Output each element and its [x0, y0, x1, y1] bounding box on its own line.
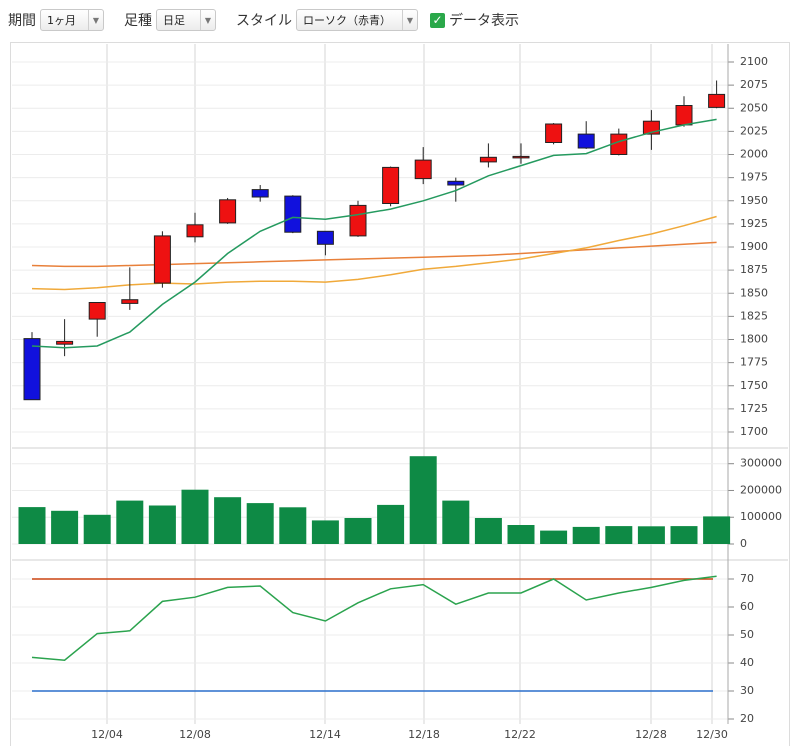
volume-bar — [181, 489, 209, 544]
volume-bar — [409, 456, 437, 544]
volume-bar — [51, 510, 79, 544]
x-axis-date-label: 12/28 — [635, 728, 667, 741]
period-label: 期間 — [8, 13, 36, 29]
volume-tick-label: 300000 — [740, 457, 782, 470]
moving-average-long-line — [31, 241, 717, 268]
bar-type-select-value: 日足 — [163, 14, 185, 27]
candle-body — [153, 235, 171, 284]
check-icon: ✓ — [430, 12, 445, 28]
candle-body — [251, 189, 269, 198]
candle-body — [545, 123, 563, 143]
price-tick-label: 1950 — [740, 194, 768, 207]
price-tick-label: 1775 — [740, 356, 768, 369]
volume-bar — [540, 530, 568, 544]
candle-body — [23, 338, 41, 401]
volume-bar — [148, 505, 176, 544]
rsi-tick-label: 50 — [740, 628, 754, 641]
bar-type-label: 足種 — [124, 13, 152, 29]
volume-bar — [377, 504, 405, 544]
candle-body — [708, 93, 726, 108]
style-select-value: ローソク（赤青） — [303, 14, 391, 27]
chevron-down-icon: ▼ — [200, 10, 215, 30]
volume-bar — [83, 514, 111, 544]
candle-body — [56, 340, 74, 345]
candle-body — [577, 133, 595, 149]
chevron-down-icon: ▼ — [88, 10, 103, 30]
style-select[interactable]: ローソク（赤青） ▼ — [296, 9, 418, 31]
candle-body — [219, 199, 237, 224]
candle-body — [512, 155, 530, 159]
volume-bar — [246, 503, 274, 544]
volume-bar — [572, 526, 600, 544]
chevron-down-icon: ▼ — [402, 10, 417, 30]
price-tick-label: 1975 — [740, 171, 768, 184]
price-tick-label: 1725 — [740, 402, 768, 415]
candle-body — [479, 156, 497, 163]
rsi-tick-label: 20 — [740, 712, 754, 725]
price-tick-label: 1850 — [740, 286, 768, 299]
candle-body — [88, 302, 106, 320]
x-axis-date-label: 12/18 — [408, 728, 440, 741]
period-select[interactable]: 1ヶ月 ▼ — [40, 9, 104, 31]
candle-body — [675, 105, 693, 126]
volume-bar — [507, 525, 535, 544]
price-tick-label: 1900 — [740, 240, 768, 253]
volume-tick-label: 200000 — [740, 483, 782, 496]
volume-bar — [703, 516, 731, 544]
rsi-tick-label: 70 — [740, 572, 754, 585]
price-tick-label: 1925 — [740, 217, 768, 230]
candle-body — [186, 224, 204, 238]
x-axis-date-label: 12/08 — [179, 728, 211, 741]
data-display-label: データ表示 — [449, 13, 519, 29]
toolbar: 期間 1ヶ月 ▼ 足種 日足 ▼ スタイル ローソク（赤青） ▼ ✓ データ表示 — [0, 0, 800, 40]
rsi-tick-label: 60 — [740, 600, 754, 613]
style-label: スタイル — [236, 13, 292, 29]
volume-tick-label: 0 — [740, 537, 747, 550]
price-tick-label: 2000 — [740, 148, 768, 161]
rsi-tick-label: 40 — [740, 656, 754, 669]
x-axis-date-label: 12/22 — [504, 728, 536, 741]
volume-bar — [214, 497, 242, 544]
price-tick-label: 2100 — [740, 55, 768, 68]
volume-bar — [637, 526, 665, 544]
moving-average-mid-line — [31, 215, 717, 291]
period-select-value: 1ヶ月 — [47, 14, 76, 27]
volume-bar — [442, 500, 470, 544]
price-tick-label: 1700 — [740, 425, 768, 438]
volume-bar — [670, 526, 698, 544]
price-tick-label: 1825 — [740, 309, 768, 322]
price-tick-label: 1800 — [740, 333, 768, 346]
volume-bar — [311, 520, 339, 544]
price-tick-label: 1750 — [740, 379, 768, 392]
volume-bar — [279, 507, 307, 544]
rsi-line — [31, 575, 717, 661]
candle-body — [382, 166, 400, 204]
volume-bar — [344, 518, 372, 544]
candle-body — [284, 195, 302, 233]
price-tick-label: 2050 — [740, 101, 768, 114]
price-tick-label: 1875 — [740, 263, 768, 276]
volume-bar — [474, 518, 502, 544]
x-axis-date-label: 12/14 — [309, 728, 341, 741]
candle-body — [447, 180, 465, 186]
bar-type-select[interactable]: 日足 ▼ — [156, 9, 216, 31]
volume-bar — [116, 500, 144, 544]
candle-body — [121, 299, 139, 304]
data-display-checkbox[interactable]: ✓ データ表示 — [430, 10, 519, 30]
volume-tick-label: 100000 — [740, 510, 782, 523]
x-axis-date-label: 12/30 — [696, 728, 728, 741]
moving-average-short-line — [31, 118, 717, 349]
candle-body — [414, 159, 432, 180]
chart-frame — [10, 42, 790, 746]
x-axis-date-label: 12/04 — [91, 728, 123, 741]
candle-body — [316, 230, 334, 245]
price-tick-label: 2025 — [740, 124, 768, 137]
volume-bar — [605, 526, 633, 544]
price-tick-label: 2075 — [740, 78, 768, 91]
rsi-tick-label: 30 — [740, 684, 754, 697]
candle-body — [349, 204, 367, 237]
volume-bar — [18, 507, 46, 544]
